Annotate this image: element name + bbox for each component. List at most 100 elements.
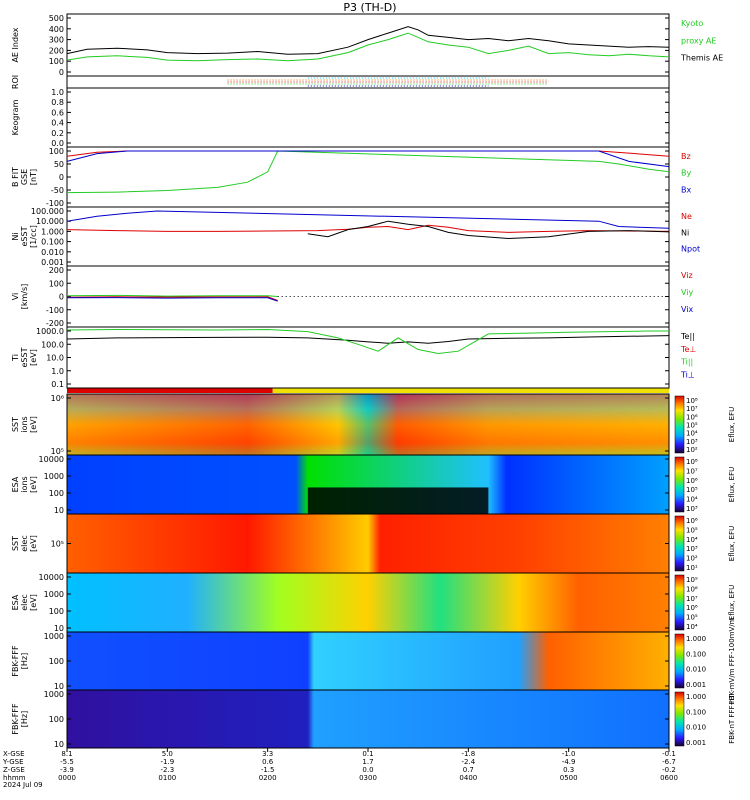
ylabel-line: [eV] <box>29 349 38 366</box>
legend-velocity-0: Viz <box>681 271 693 280</box>
ylabel-line: ESA <box>11 476 20 492</box>
time-col-y: 1.7 <box>362 758 373 766</box>
ylabel-line: [eV] <box>29 476 38 493</box>
panel-fbk_b: FBK-FFF[Hz] 1000 100 10 1.000 0.100 0.010 0.001… <box>11 689 736 749</box>
colorbar-tick: 10³ <box>686 505 698 513</box>
time-col-x: 8.1 <box>61 750 72 758</box>
ylabel-bfield: B FITGSE[nT] <box>11 167 38 187</box>
ytick-label: 1000.0 <box>36 327 64 336</box>
panel-temperature: TieSST[eV] 1000.0 100.0 10.0 1.0 0.1 Te|| Te⊥ Ti… <box>11 326 696 389</box>
time-col-z: 0.0 <box>362 766 373 774</box>
time-col-t: 0200 <box>259 774 277 782</box>
ytick-label: 100 <box>49 657 64 666</box>
time-col-t: 0600 <box>660 774 678 782</box>
ylabel-line: ions <box>20 476 29 492</box>
mode-bar-fast <box>272 388 669 393</box>
ylabel-keogram: Keogram <box>11 99 20 135</box>
ylabel-line: eSST <box>20 226 29 246</box>
esa-ion-dropout <box>307 487 489 514</box>
ytick-label: 0 <box>59 293 64 302</box>
colorbar-esa_ion <box>674 456 685 513</box>
time-col-x: -0.1 <box>662 750 676 758</box>
date-label: 2024 Jul 09 <box>3 781 43 789</box>
series-velocity-1 <box>66 294 278 297</box>
colorbar-tick: 1.000 <box>686 635 706 643</box>
panel-bg-roi <box>67 76 669 88</box>
colorbar-tick: 10² <box>686 446 698 454</box>
panel-density: NieSST[1/cc]100.00010.0001.0000.1000.010… <box>11 206 700 267</box>
colorbar-fbk_e <box>674 633 685 689</box>
ytick-label: 50 <box>54 160 64 169</box>
ytick-label: 100 <box>49 147 64 156</box>
legend-ae-0: Kyoto <box>681 19 703 28</box>
panel-bg-density <box>67 207 669 266</box>
ylabel-line: ESA <box>11 594 20 610</box>
ylabel-line: ions <box>20 416 29 432</box>
legend-temperature-1: Te⊥ <box>680 345 696 354</box>
ylabel-temperature: TieSST[eV] <box>11 347 38 367</box>
spectrogram-fbk_e <box>67 632 669 690</box>
panel-sst_ion: SSTions[eV]10⁶10⁵10⁸10⁷10⁶10⁵10⁴10³10²Ef… <box>11 393 736 456</box>
time-col-x: -1.8 <box>461 750 475 758</box>
ytick-label: 10⁶ <box>51 394 64 403</box>
legend-temperature-3: Ti⊥ <box>680 370 695 379</box>
colorbar-tick: 10³ <box>686 545 698 553</box>
ytick-label: 10 <box>54 506 64 515</box>
ytick-label: 0.0 <box>51 139 64 148</box>
legend-ae-2: Themis AE <box>680 54 723 63</box>
ylabel-line: [nT] <box>29 169 38 185</box>
colorbar-tick: 10⁸ <box>686 458 698 466</box>
time-col-z: -2.3 <box>160 766 174 774</box>
legend-velocity-2: Vix <box>681 305 694 314</box>
ytick-label: 0.8 <box>51 98 64 107</box>
time-col-z: -1.5 <box>261 766 275 774</box>
colorbar-label-fbk_b: FBK-nT FFF-nT <box>728 694 736 744</box>
ytick-label: 10000 <box>39 573 64 582</box>
time-col-t: 0100 <box>158 774 176 782</box>
ylabel-line: Vi <box>11 293 20 301</box>
ytick-label: 0.6 <box>51 108 64 117</box>
series-bfield-1 <box>66 150 670 194</box>
sst-ion-energy-shading <box>67 394 669 455</box>
ylabel-density: NieSST[1/cc] <box>11 225 38 248</box>
colorbar-tick: 10⁷ <box>686 467 698 475</box>
colorbar-tick: 10⁵ <box>686 422 698 430</box>
colorbar-tick: 10³ <box>686 438 698 446</box>
colorbar-tick: 10⁹ <box>686 576 698 584</box>
ytick-label: 0.1 <box>51 380 64 389</box>
panel-fbk_e: FBK-FFF[Hz] 1000 100 10 1.000 0.100 0.010 0.001… <box>11 617 736 704</box>
colorbar-tick: 0.100 <box>686 650 706 658</box>
ytick-label: 10 <box>54 682 64 691</box>
time-col-z: -3.9 <box>60 766 74 774</box>
time-col-t: 0000 <box>58 774 76 782</box>
time-col-x: 3.3 <box>262 750 273 758</box>
ytick-label: 0 <box>59 68 64 77</box>
panel-bg-bfield <box>67 147 669 207</box>
colorbar-tick: 10⁵ <box>686 486 698 494</box>
ylabel-line: [1/cc] <box>29 225 38 248</box>
panel-roi: ROI <box>11 75 670 89</box>
colorbar-esa_elec <box>674 574 685 631</box>
time-col-t: 0500 <box>560 774 578 782</box>
ylabel-line: B FIT <box>11 167 20 187</box>
ytick-label: -200 <box>46 319 64 328</box>
time-col-z: -0.2 <box>662 766 676 774</box>
colorbar-tick: 1.000 <box>686 693 706 701</box>
spectrogram-fbk_b <box>67 690 669 748</box>
series-density-2 <box>66 210 670 229</box>
series-bfield-2 <box>66 150 670 168</box>
colorbar-tick: 10⁶ <box>686 604 698 612</box>
colorbar-tick: 10⁷ <box>686 405 698 413</box>
ylabel-line: GSE <box>20 169 29 185</box>
colorbar-tick: 10⁶ <box>686 413 698 421</box>
ytick-label: -100 <box>46 306 64 315</box>
colorbar-tick: 10⁶ <box>686 517 698 525</box>
colorbar-label-sst_ion: Eflux, EFU <box>728 407 736 442</box>
ylabel-line: [Hz] <box>20 653 29 669</box>
ylabel-fbk_e: FBK-FFF[Hz] <box>11 645 29 677</box>
ytick-label: 1000 <box>44 472 64 481</box>
ytick-label: 10⁵ <box>51 447 64 456</box>
ytick-label: 1.0 <box>51 367 64 376</box>
